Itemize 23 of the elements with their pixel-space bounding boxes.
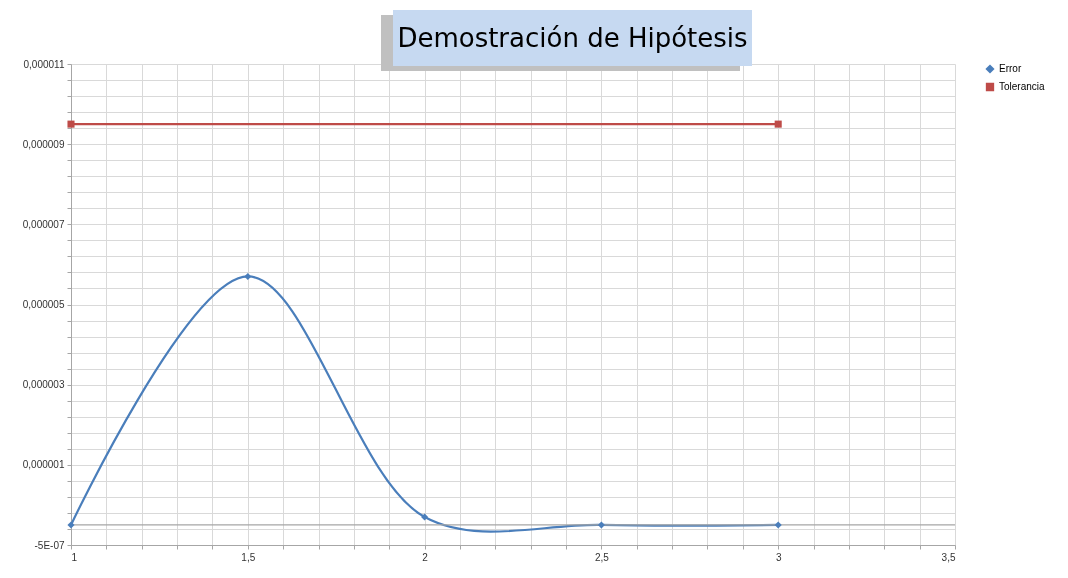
- legend-label: Tolerancia: [999, 81, 1046, 92]
- y-tick-label: -5E-07: [34, 539, 65, 551]
- y-tick-label: 0,000011: [23, 58, 65, 70]
- x-tick-label: 2: [422, 551, 429, 563]
- y-tick-label: 0,000003: [22, 379, 65, 391]
- point: [67, 120, 75, 128]
- y-tick-label: 0,000005: [22, 299, 65, 310]
- x-tick-label: 2,5: [594, 551, 610, 563]
- point: [597, 521, 605, 529]
- legend-label: Error: [999, 63, 1022, 74]
- point: [421, 513, 429, 521]
- x-tick-label: 1: [71, 551, 78, 563]
- point: [244, 272, 252, 280]
- y-tick-label: 0,000001: [22, 459, 65, 471]
- point: [774, 120, 782, 128]
- y-tick-label: 0,000009: [22, 138, 65, 150]
- chart-title: Demostración de Hipótesis: [393, 10, 752, 66]
- x-tick-label: 1,5: [241, 551, 256, 563]
- x-tick-label: 3,5: [941, 551, 956, 563]
- x-tick-label: 3: [775, 551, 782, 563]
- point: [774, 521, 782, 529]
- y-tick-label: 0,000007: [22, 218, 65, 230]
- point: [67, 521, 75, 529]
